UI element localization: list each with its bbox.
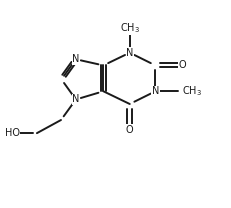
Text: N: N — [151, 86, 158, 96]
Text: CH$_3$: CH$_3$ — [119, 21, 139, 35]
Text: O: O — [125, 125, 133, 135]
Text: N: N — [72, 54, 79, 64]
Text: N: N — [125, 48, 133, 58]
Text: CH$_3$: CH$_3$ — [182, 84, 202, 98]
Text: O: O — [178, 60, 185, 71]
Text: N: N — [72, 94, 79, 104]
Text: HO: HO — [5, 128, 20, 138]
